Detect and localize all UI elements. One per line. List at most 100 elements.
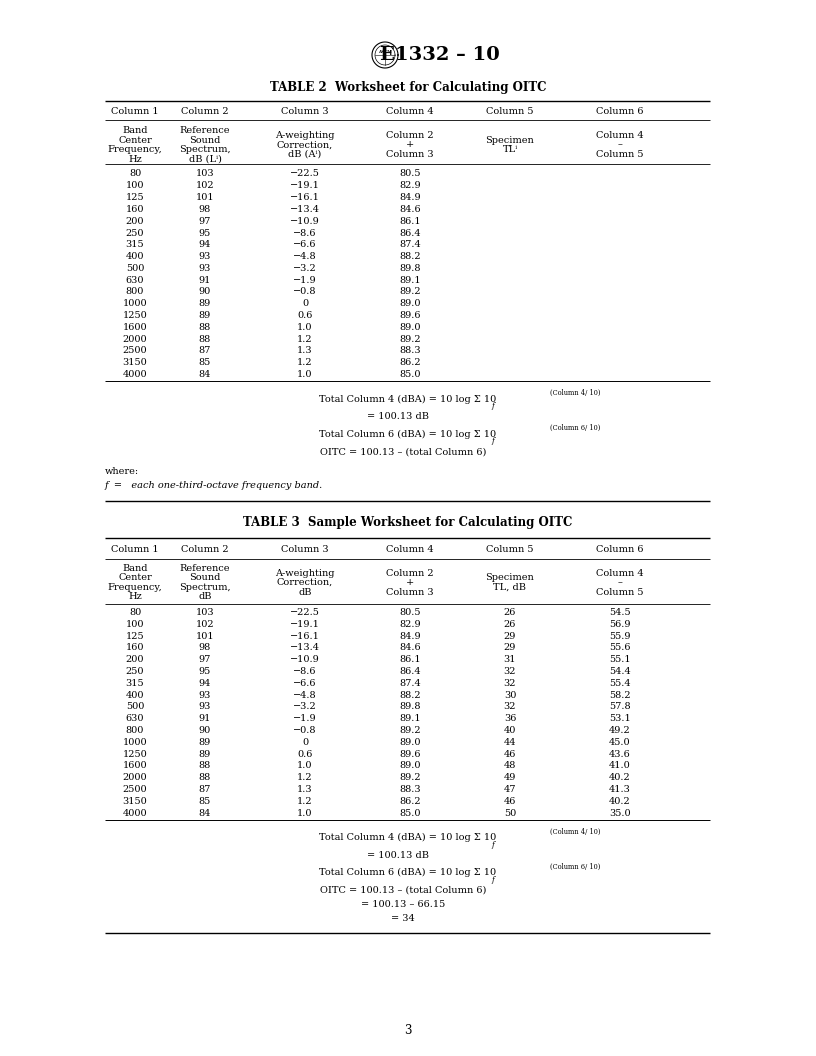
Text: = 34: = 34: [391, 913, 415, 923]
Text: 0: 0: [302, 299, 308, 308]
Text: 80: 80: [129, 608, 141, 617]
Text: 0.6: 0.6: [297, 750, 313, 758]
Text: Column 2: Column 2: [181, 108, 228, 116]
Text: −10.9: −10.9: [290, 216, 320, 226]
Text: 88.3: 88.3: [399, 785, 421, 794]
Text: TL, dB: TL, dB: [494, 583, 526, 591]
Text: 98: 98: [199, 643, 211, 653]
Text: 0.6: 0.6: [297, 312, 313, 320]
Text: Column 2: Column 2: [386, 568, 434, 578]
Text: 400: 400: [126, 252, 144, 261]
Text: −0.8: −0.8: [293, 727, 317, 735]
Text: 1.0: 1.0: [297, 761, 313, 771]
Text: 4000: 4000: [122, 809, 148, 817]
Text: 1250: 1250: [122, 312, 148, 320]
Text: 1.0: 1.0: [297, 323, 313, 332]
Text: −19.1: −19.1: [290, 182, 320, 190]
Text: −8.6: −8.6: [293, 667, 317, 676]
Text: 40: 40: [503, 727, 517, 735]
Text: −16.1: −16.1: [290, 631, 320, 641]
Text: Reference: Reference: [180, 564, 230, 572]
Text: 200: 200: [126, 656, 144, 664]
Text: Sound: Sound: [189, 573, 220, 582]
Text: 160: 160: [126, 643, 144, 653]
Text: 1.3: 1.3: [297, 785, 313, 794]
Text: 87.4: 87.4: [399, 679, 421, 687]
Text: 48: 48: [503, 761, 517, 771]
Text: 88: 88: [199, 323, 211, 332]
Text: 250: 250: [126, 667, 144, 676]
Text: 84.9: 84.9: [399, 193, 421, 202]
Text: Column 4: Column 4: [596, 568, 644, 578]
Text: 89.0: 89.0: [399, 738, 421, 747]
Text: 2000: 2000: [122, 335, 148, 343]
Text: 89.2: 89.2: [399, 727, 421, 735]
Text: 93: 93: [199, 264, 211, 272]
Text: 80: 80: [129, 170, 141, 178]
Text: Column 5: Column 5: [596, 150, 644, 159]
Text: 89.0: 89.0: [399, 761, 421, 771]
Text: 800: 800: [126, 727, 144, 735]
Text: 2000: 2000: [122, 773, 148, 782]
Text: OITC = 100.13 – (total Column 6): OITC = 100.13 – (total Column 6): [320, 886, 486, 894]
Text: TLⁱ: TLⁱ: [503, 146, 517, 154]
Text: 250: 250: [126, 228, 144, 238]
Text: −6.6: −6.6: [293, 679, 317, 687]
Text: 40.2: 40.2: [609, 797, 631, 806]
Text: Column 3: Column 3: [282, 545, 329, 554]
Text: 1.0: 1.0: [297, 370, 313, 379]
Text: 86.1: 86.1: [399, 656, 421, 664]
Text: f: f: [491, 402, 494, 410]
Text: Total Column 4 (dBA) = 10 log Σ 10: Total Column 4 (dBA) = 10 log Σ 10: [319, 833, 497, 843]
Text: 56.9: 56.9: [610, 620, 631, 629]
Text: Column 6: Column 6: [596, 545, 644, 554]
Text: 89.2: 89.2: [399, 287, 421, 297]
Text: 32: 32: [503, 679, 517, 687]
Text: 125: 125: [126, 631, 144, 641]
Text: −22.5: −22.5: [290, 608, 320, 617]
Text: 26: 26: [503, 620, 517, 629]
Text: 3150: 3150: [122, 358, 148, 367]
Text: 2500: 2500: [122, 346, 148, 356]
Text: −19.1: −19.1: [290, 620, 320, 629]
Text: 30: 30: [503, 691, 517, 700]
Text: 84.6: 84.6: [399, 643, 421, 653]
Text: Column 5: Column 5: [486, 108, 534, 116]
Text: Total Column 6 (dBA) = 10 log Σ 10: Total Column 6 (dBA) = 10 log Σ 10: [319, 868, 497, 878]
Text: f: f: [491, 875, 494, 884]
Text: dB (Lⁱ): dB (Lⁱ): [188, 155, 221, 164]
Text: 85.0: 85.0: [399, 370, 421, 379]
Text: Specimen: Specimen: [486, 573, 534, 582]
Text: 88: 88: [199, 773, 211, 782]
Text: 82.9: 82.9: [399, 182, 421, 190]
Text: A-weighting: A-weighting: [275, 131, 335, 140]
Text: 630: 630: [126, 276, 144, 285]
Text: 86.4: 86.4: [399, 667, 421, 676]
Text: 86.2: 86.2: [399, 797, 421, 806]
Text: OITC = 100.13 – (total Column 6): OITC = 100.13 – (total Column 6): [320, 447, 486, 456]
Text: Column 5: Column 5: [486, 545, 534, 554]
Text: 89: 89: [199, 299, 211, 308]
Text: ASTM: ASTM: [378, 50, 392, 54]
Text: 32: 32: [503, 667, 517, 676]
Text: Column 2: Column 2: [181, 545, 228, 554]
Text: 630: 630: [126, 714, 144, 723]
Text: Column 4: Column 4: [386, 545, 434, 554]
Text: 89.2: 89.2: [399, 335, 421, 343]
Text: −3.2: −3.2: [293, 702, 317, 712]
Text: −3.2: −3.2: [293, 264, 317, 272]
Text: 500: 500: [126, 702, 144, 712]
Text: 89.0: 89.0: [399, 323, 421, 332]
Text: −4.8: −4.8: [293, 691, 317, 700]
Text: 95: 95: [199, 228, 211, 238]
Text: 3150: 3150: [122, 797, 148, 806]
Text: 43.6: 43.6: [609, 750, 631, 758]
Text: 97: 97: [199, 656, 211, 664]
Text: +: +: [406, 140, 415, 150]
Text: 100: 100: [126, 182, 144, 190]
Text: 800: 800: [126, 287, 144, 297]
Text: 101: 101: [196, 193, 215, 202]
Text: 87.4: 87.4: [399, 241, 421, 249]
Text: 3: 3: [404, 1023, 412, 1037]
Text: where:: where:: [105, 467, 139, 476]
